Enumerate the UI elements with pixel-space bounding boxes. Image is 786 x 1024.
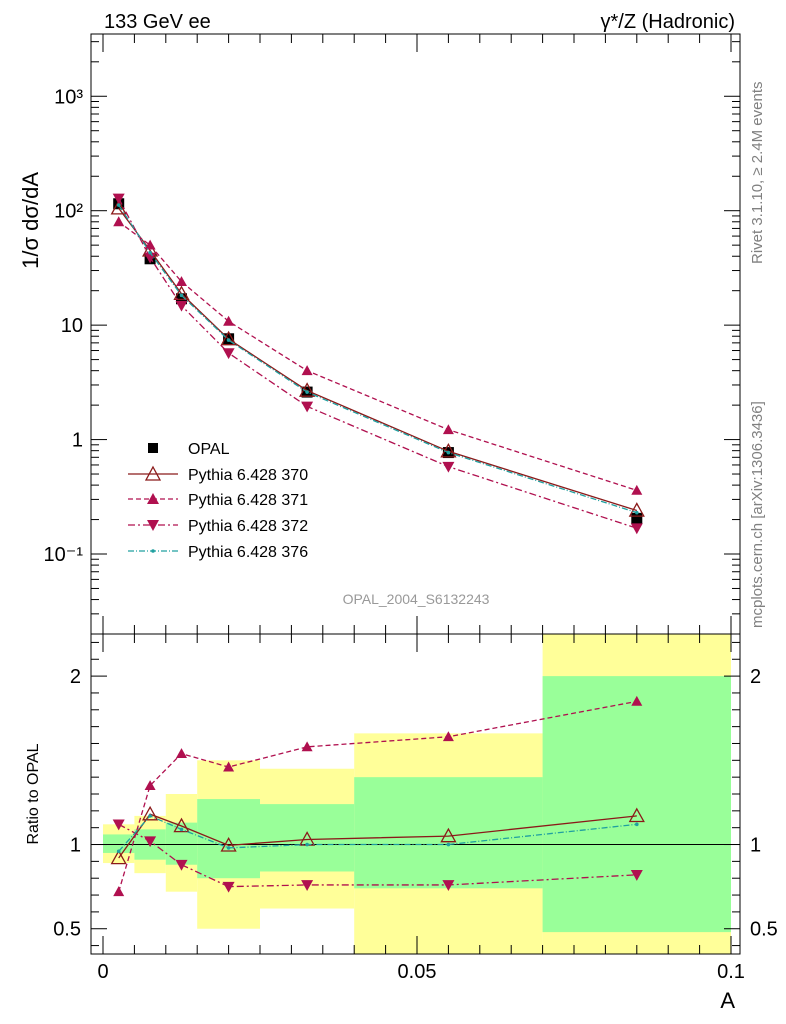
axes-layer: 10⁻¹ 1 10 10² 10³ 0.5 0.5 1 1 2 2 0 0.05 0.1	[44, 34, 778, 983]
ratio-y-tick-label-right: 0.5	[750, 919, 778, 941]
ratio-point-pythia-6-428-370	[141, 805, 159, 821]
header-right-label: γ*/Z (Hadronic)	[601, 11, 735, 33]
main-point-pythia-6-428-371	[113, 216, 125, 227]
main-point-pythia-6-428-370	[628, 502, 645, 517]
main-y-tick-label: 1	[72, 430, 83, 452]
main-point-pythia-6-428-376	[305, 390, 309, 394]
main-y-axis-label: 1/σ dσ/dA	[18, 172, 43, 269]
ratio-point-pythia-6-428-376	[446, 842, 451, 847]
ratio-point-pythia-6-428-371	[301, 741, 313, 752]
ratio-point-pythia-6-428-371	[442, 731, 454, 742]
legend-marker-376	[151, 549, 155, 553]
legend-marker-372	[147, 520, 159, 531]
main-y-tick-label: 10	[61, 315, 83, 337]
ratio-point-pythia-6-428-372	[301, 880, 314, 891]
ratio-y-tick-label: 2	[70, 666, 81, 688]
ratio-point-pythia-6-428-372	[442, 880, 455, 891]
main-point-pythia-6-428-371	[301, 365, 313, 376]
legend-label-372: Pythia 6.428 372	[188, 518, 308, 535]
main-point-pythia-6-428-370	[220, 330, 237, 346]
ratio-point-pythia-6-428-376	[226, 846, 231, 850]
band-inner-bin	[542, 676, 731, 933]
main-point-pythia-6-428-371	[442, 424, 454, 435]
ratio-point-pythia-6-428-376	[305, 842, 309, 847]
ratio-point-pythia-6-428-370	[220, 837, 237, 852]
ratio-y-tick-label: 0.5	[53, 919, 81, 941]
rivet-label: Rivet 3.1.10, ≥ 2.4M events	[749, 82, 766, 265]
series-layer	[110, 193, 645, 897]
main-point-pythia-6-428-372	[442, 461, 455, 473]
ratio-y-tick-label: 1	[70, 835, 81, 857]
ratio-y-tick-label-right: 2	[750, 666, 761, 688]
ratio-y-axis-label: Ratio to OPAL	[25, 743, 42, 844]
legend: OPAL Pythia 6.428 370 Pythia 6.428 371 P…	[128, 441, 308, 561]
main-point-pythia-6-428-371	[176, 276, 187, 287]
main-point-pythia-6-428-370	[110, 199, 127, 215]
main-point-pythia-6-428-372	[144, 252, 157, 264]
main-point-pythia-6-428-376	[148, 250, 152, 255]
x-tick-label: 0	[97, 961, 108, 983]
ratio-plot-frame	[90, 633, 741, 955]
band-inner-bin	[260, 804, 355, 872]
main-y-tick-label: 10²	[54, 201, 83, 223]
legend-label-370: Pythia 6.428 370	[188, 467, 308, 484]
x-tick-label: 0.1	[717, 961, 745, 983]
x-axis-label: A	[720, 988, 735, 1013]
main-point-pythia-6-428-371	[631, 484, 643, 495]
ratio-point-pythia-6-428-376	[148, 814, 152, 818]
ratio-point-pythia-6-428-376	[179, 827, 184, 832]
legend-marker-370	[144, 465, 162, 481]
ratio-point-pythia-6-428-370	[440, 827, 457, 843]
ratio-point-pythia-6-428-370	[628, 807, 645, 823]
main-point-pythia-6-428-376	[226, 338, 231, 342]
main-point-pythia-6-428-376	[635, 510, 639, 515]
legend-label-opal: OPAL	[188, 441, 230, 458]
x-tick-label: 0.05	[398, 961, 437, 983]
legend-marker-371	[147, 493, 159, 504]
legend-marker-opal	[148, 443, 158, 453]
main-point-pythia-6-428-371	[223, 315, 235, 326]
main-y-tick-label: 10³	[54, 86, 83, 108]
ratio-point-pythia-6-428-370	[173, 817, 190, 833]
main-point-pythia-6-428-372	[630, 523, 643, 535]
band-inner-bin	[354, 777, 543, 889]
main-point-opal	[631, 512, 643, 524]
ratio-point-pythia-6-428-372	[112, 819, 125, 831]
main-y-tick-label: 10⁻¹	[44, 544, 84, 566]
ratio-point-pythia-6-428-376	[116, 849, 121, 854]
ratio-point-pythia-6-428-372	[222, 881, 235, 893]
ratio-uncertainty-bands	[103, 634, 731, 954]
main-point-pythia-6-428-376	[179, 293, 184, 298]
ratio-point-pythia-6-428-372	[630, 870, 643, 881]
ratio-point-pythia-6-428-371	[144, 780, 156, 790]
main-point-pythia-6-428-372	[175, 300, 188, 312]
ratio-y-tick-label-right: 1	[750, 835, 761, 857]
main-point-pythia-6-428-376	[446, 450, 451, 455]
band-inner-bin	[103, 834, 135, 853]
analysis-watermark: OPAL_2004_S6132243	[343, 591, 490, 607]
ratio-point-pythia-6-428-376	[635, 822, 639, 827]
main-point-pythia-6-428-376	[116, 203, 121, 207]
legend-label-371: Pythia 6.428 371	[188, 492, 308, 509]
ratio-point-pythia-6-428-371	[113, 886, 125, 897]
main-point-pythia-6-428-372	[222, 348, 235, 360]
main-line-pythia-6-428-370	[118, 207, 637, 512]
ratio-point-pythia-6-428-371	[631, 695, 643, 706]
ratio-point-pythia-6-428-371	[223, 761, 235, 772]
ratio-point-pythia-6-428-371	[176, 748, 187, 758]
main-point-pythia-6-428-372	[112, 193, 125, 205]
legend-label-376: Pythia 6.428 376	[188, 544, 308, 561]
ratio-point-pythia-6-428-370	[110, 849, 127, 865]
main-point-pythia-6-428-372	[301, 401, 314, 413]
mcplots-label: mcplots.cern.ch [arXiv:1306.3436]	[749, 401, 766, 628]
main-point-pythia-6-428-371	[144, 239, 156, 250]
header-left-label: 133 GeV ee	[104, 11, 211, 33]
ratio-point-pythia-6-428-372	[144, 836, 157, 848]
ratio-point-pythia-6-428-372	[175, 859, 188, 871]
main-point-pythia-6-428-370	[173, 285, 190, 301]
